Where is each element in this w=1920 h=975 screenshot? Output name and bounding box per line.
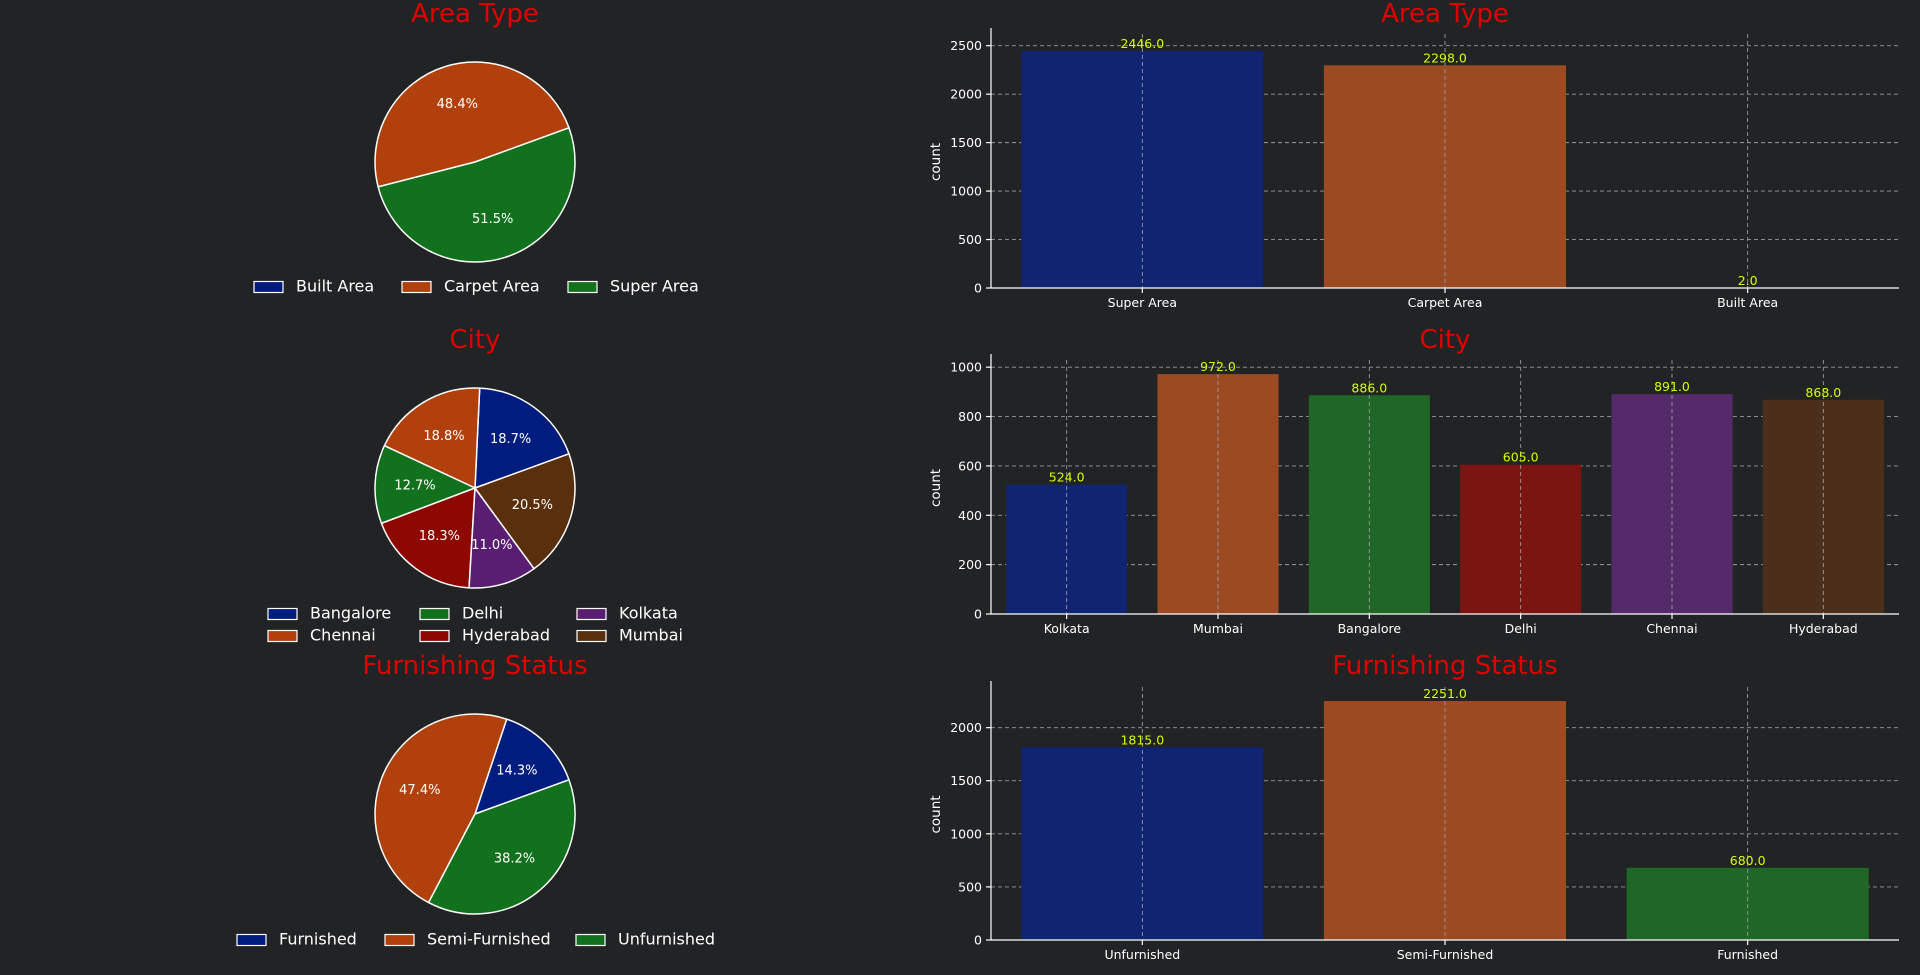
legend-label: Unfurnished <box>618 930 715 949</box>
x-tick-label: Built Area <box>1717 295 1778 310</box>
y-axis-label: count <box>928 795 944 833</box>
legend-swatch <box>237 935 266 946</box>
legend-label: Carpet Area <box>444 277 540 296</box>
y-tick-label: 2500 <box>950 38 982 53</box>
pie-pct-label: 18.3% <box>419 529 460 544</box>
chart-title: City <box>1420 325 1471 355</box>
x-tick-label: Unfurnished <box>1104 947 1180 962</box>
x-tick-label: Bangalore <box>1338 621 1402 636</box>
bar-value-label: 886.0 <box>1351 380 1387 395</box>
bar-value-label: 891.0 <box>1654 379 1690 394</box>
x-tick-label: Hyderabad <box>1789 621 1858 636</box>
legend-label: Bangalore <box>310 604 391 623</box>
legend: Built Area Carpet Area Super Area <box>254 277 699 296</box>
legend-label: Hyderabad <box>462 626 550 645</box>
chart-title: Furnishing Status <box>1332 651 1557 681</box>
legend-swatch <box>577 609 606 620</box>
y-tick-label: 800 <box>958 409 982 424</box>
legend-swatch <box>577 631 606 642</box>
legend-label: Super Area <box>610 277 699 296</box>
bar-value-label: 2251.0 <box>1423 686 1467 701</box>
legend-label: Delhi <box>462 604 503 623</box>
legend-label: Kolkata <box>619 604 678 623</box>
legend: Furnished Semi-Furnished Unfurnished <box>237 930 715 949</box>
y-tick-label: 1000 <box>950 360 982 375</box>
chart-title: Furnishing Status <box>362 651 587 681</box>
y-tick-label: 400 <box>958 508 982 523</box>
y-tick-label: 1000 <box>950 826 982 841</box>
pie-pct-label: 11.0% <box>471 538 512 553</box>
y-tick-label: 0 <box>974 281 982 296</box>
bar-value-label: 2298.0 <box>1423 50 1467 65</box>
legend-swatch <box>568 282 597 293</box>
legend-swatch <box>402 282 431 293</box>
y-tick-label: 200 <box>958 557 982 572</box>
legend-swatch <box>420 631 449 642</box>
bar-value-label: 972.0 <box>1200 359 1236 374</box>
x-tick-label: Kolkata <box>1044 621 1090 636</box>
y-tick-label: 600 <box>958 458 982 473</box>
bar-chennai <box>1612 394 1733 614</box>
bar-value-label: 2446.0 <box>1120 36 1164 51</box>
y-tick-label: 1500 <box>950 773 982 788</box>
legend-label: Semi-Furnished <box>427 930 551 949</box>
x-tick-label: Furnished <box>1717 947 1778 962</box>
bar-value-label: 680.0 <box>1730 853 1766 868</box>
legend-label: Built Area <box>296 277 374 296</box>
bar-bangalore <box>1309 395 1430 614</box>
y-tick-label: 1000 <box>950 184 982 199</box>
legend-swatch <box>268 609 297 620</box>
y-tick-label: 0 <box>974 933 982 948</box>
x-tick-label: Chennai <box>1646 621 1697 636</box>
pie-pct-label: 51.5% <box>472 212 513 227</box>
chart-title: Area Type <box>411 0 539 29</box>
x-tick-label: Carpet Area <box>1408 295 1483 310</box>
y-tick-label: 0 <box>974 607 982 622</box>
x-tick-label: Semi-Furnished <box>1397 947 1494 962</box>
pie-pct-label: 18.7% <box>490 432 531 447</box>
y-axis-label: count <box>928 469 944 507</box>
legend-swatch <box>254 282 283 293</box>
legend-label: Chennai <box>310 626 376 645</box>
bar-value-label: 605.0 <box>1503 450 1539 465</box>
legend-swatch <box>576 935 605 946</box>
y-tick-label: 500 <box>958 879 982 894</box>
bar-value-label: 868.0 <box>1805 385 1841 400</box>
y-tick-label: 2000 <box>950 720 982 735</box>
x-tick-label: Mumbai <box>1193 621 1243 636</box>
bar-value-label: 524.0 <box>1049 470 1085 485</box>
pie-pct-label: 38.2% <box>494 852 535 867</box>
pie-pct-label: 48.4% <box>437 97 478 112</box>
y-tick-label: 1500 <box>950 135 982 150</box>
bar-value-label: 2.0 <box>1738 273 1758 288</box>
y-axis-label: count <box>928 143 944 181</box>
chart-title: Area Type <box>1381 0 1509 29</box>
legend-swatch <box>268 631 297 642</box>
chart-title: City <box>450 325 501 355</box>
y-tick-label: 2000 <box>950 87 982 102</box>
x-tick-label: Super Area <box>1108 295 1177 310</box>
y-tick-label: 500 <box>958 232 982 247</box>
pie-pct-label: 20.5% <box>512 498 553 513</box>
bar-value-label: 1815.0 <box>1120 732 1164 747</box>
pie-pct-label: 14.3% <box>496 764 537 779</box>
pie-pct-label: 12.7% <box>394 478 435 493</box>
legend-label: Furnished <box>279 930 357 949</box>
pie-pct-label: 47.4% <box>399 783 440 798</box>
legend-label: Mumbai <box>619 626 683 645</box>
legend-swatch <box>420 609 449 620</box>
legend-swatch <box>385 935 414 946</box>
pie-pct-label: 18.8% <box>423 429 464 444</box>
x-tick-label: Delhi <box>1505 621 1537 636</box>
